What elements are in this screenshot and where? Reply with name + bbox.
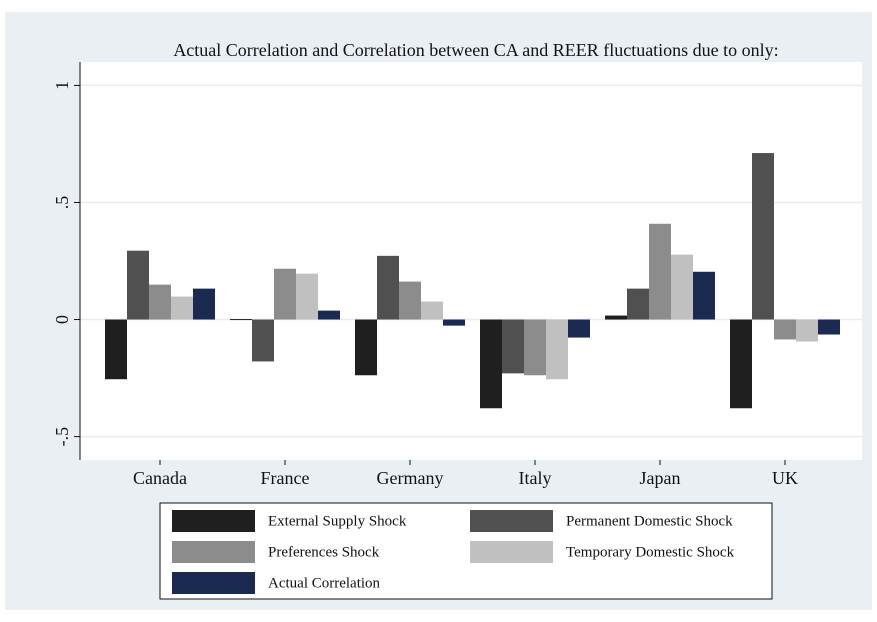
y-tick-label: 0 <box>52 315 72 324</box>
bar <box>752 153 774 320</box>
legend-label: Permanent Domestic Shock <box>566 513 733 529</box>
bar <box>796 319 818 342</box>
bar <box>546 319 568 380</box>
bar <box>605 315 627 320</box>
x-tick-label: France <box>261 468 310 488</box>
bar <box>274 268 296 320</box>
bar <box>480 319 502 409</box>
bar <box>105 319 127 380</box>
legend: External Supply Shock Permanent Domestic … <box>172 510 735 594</box>
legend-label: Preferences Shock <box>268 544 380 560</box>
legend-swatch <box>172 572 255 594</box>
bar <box>568 319 590 338</box>
bar <box>193 288 215 320</box>
legend-swatch <box>172 541 255 563</box>
legend-label: External Supply Shock <box>268 513 407 529</box>
legend-swatch <box>470 510 553 532</box>
y-tick-label: 1 <box>52 81 72 90</box>
bar <box>818 319 840 335</box>
x-tick-label: Canada <box>133 468 187 488</box>
x-tick-label: Italy <box>519 468 552 488</box>
bar <box>649 223 671 320</box>
bar <box>421 301 443 320</box>
bar <box>671 254 693 320</box>
legend-box <box>159 502 773 600</box>
bar <box>693 271 715 320</box>
bar <box>377 255 399 320</box>
legend-label: Temporary Domestic Shock <box>566 544 735 560</box>
legend-swatch <box>172 510 255 532</box>
bar <box>149 284 171 320</box>
x-tick-label: Germany <box>377 468 444 488</box>
bar <box>627 288 649 320</box>
y-tick-label: -.5 <box>52 427 72 447</box>
bar <box>230 319 252 321</box>
bar <box>524 319 546 376</box>
chart-title: Actual Correlation and Correlation betwe… <box>173 40 778 60</box>
bar <box>355 319 377 376</box>
legend-label: Actual Correlation <box>268 575 381 591</box>
bar <box>252 319 274 362</box>
bar <box>318 310 340 320</box>
bar <box>730 319 752 409</box>
y-tick-label: .5 <box>52 196 72 210</box>
x-tick-label: Japan <box>640 468 681 488</box>
bar <box>171 296 193 320</box>
x-tick-label: UK <box>772 468 798 488</box>
bar <box>502 319 524 374</box>
bar <box>127 250 149 320</box>
legend-swatch <box>470 541 553 563</box>
bar <box>296 273 318 320</box>
bar <box>443 319 465 326</box>
bar <box>774 319 796 340</box>
bar <box>399 281 421 320</box>
